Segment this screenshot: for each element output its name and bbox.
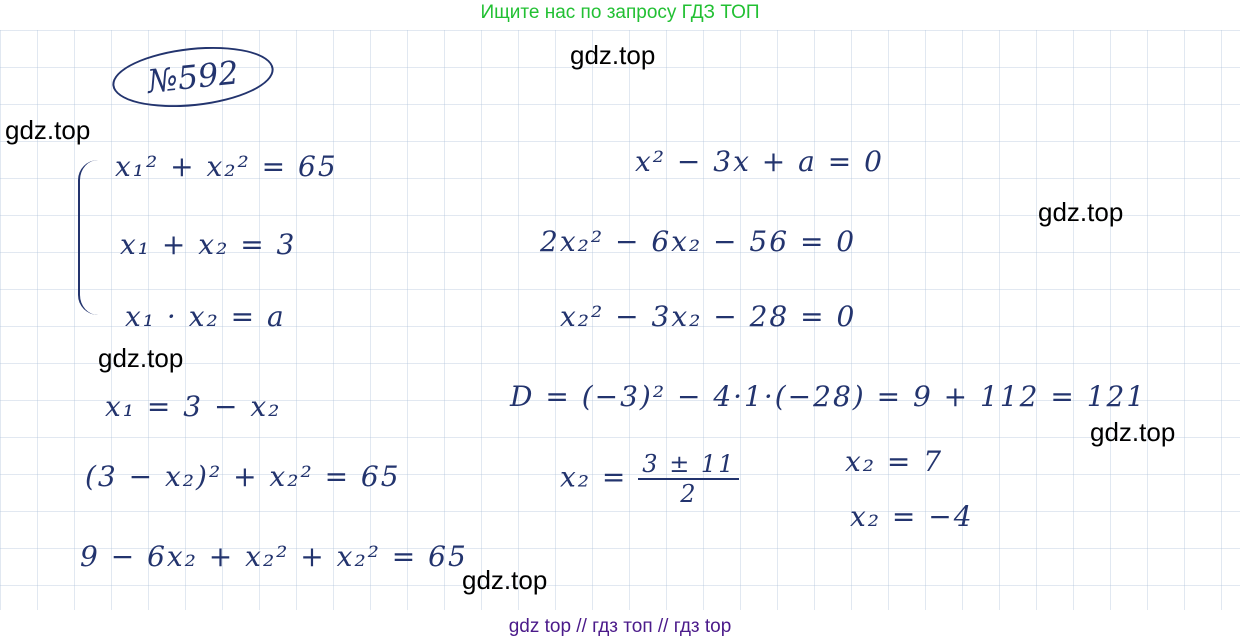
fraction: 3 ± 11 2 (638, 450, 740, 508)
step-3: 9 − 6x₂ + x₂² + x₂² = 65 (80, 540, 468, 573)
discriminant: D = (−3)² − 4·1·(−28) = 9 + 112 = 121 (510, 380, 1147, 413)
watermark: gdz.top (570, 40, 656, 70)
system-brace (78, 160, 102, 315)
system-eq-1: x₁² + x₂² = 65 (115, 150, 338, 183)
root-1: x₂ = 7 (845, 445, 944, 478)
system-eq-2: x₁ + x₂ = 3 (120, 228, 297, 261)
watermark: gdz.top (1090, 417, 1176, 447)
root-formula: x₂ = 3 ± 11 2 (560, 450, 740, 508)
watermark: gdz.top (1038, 197, 1124, 227)
search-hint-banner: Ищите нас по запросу ГДЗ ТОП (480, 2, 760, 23)
watermark: gdz.top (98, 343, 184, 373)
graph-paper-background (0, 30, 1240, 610)
root-2: x₂ = −4 (850, 500, 974, 533)
footer-links: gdz top // гдз топ // гдз top (508, 616, 732, 637)
step-2: (3 − x₂)² + x₂² = 65 (85, 460, 401, 493)
root-formula-lhs: x₂ = (560, 460, 628, 494)
watermark: gdz.top (5, 115, 91, 145)
denominator: 2 (680, 480, 698, 508)
numerator: 3 ± 11 (638, 450, 740, 480)
right-step-3: x₂² − 3x₂ − 28 = 0 (560, 300, 857, 333)
watermark: gdz.top (462, 565, 548, 595)
right-step-1: x² − 3x + a = 0 (635, 145, 884, 178)
step-1: x₁ = 3 − x₂ (105, 390, 282, 423)
right-step-2: 2x₂² − 6x₂ − 56 = 0 (540, 225, 857, 258)
system-eq-3: x₁ · x₂ = a (125, 300, 286, 333)
